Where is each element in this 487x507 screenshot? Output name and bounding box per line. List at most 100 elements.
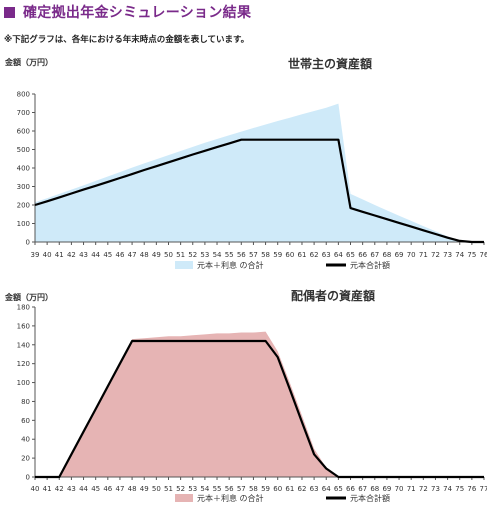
chart1-ytick-label: 500	[17, 146, 30, 154]
chart1-xtick-label: 51	[176, 251, 185, 259]
chart2-xtick-label: 68	[370, 485, 379, 493]
chart2-xtick-label: 45	[91, 485, 100, 493]
chart2-area-series	[35, 331, 484, 477]
chart1-ytick-label: 200	[17, 202, 30, 210]
chart1-xtick-label: 74	[455, 251, 464, 259]
chart2-ytick-label: 100	[17, 379, 30, 387]
chart1-xtick-label: 70	[407, 251, 416, 259]
chart1-xtick-label: 64	[334, 251, 343, 259]
chart1-xtick-label: 63	[322, 251, 331, 259]
page-title: 確定拠出年金シミュレーション結果	[23, 5, 252, 21]
chart2-xtick-label: 58	[249, 485, 258, 493]
chart1-xtick-label: 71	[419, 251, 428, 259]
chart2-xtick-label: 77	[480, 485, 487, 493]
header-square-icon	[4, 6, 15, 18]
chart2-xtick-label: 40	[31, 485, 40, 493]
chart1-xtick-label: 41	[55, 251, 64, 259]
chart2-xtick-label: 50	[152, 485, 161, 493]
chart2-ytick-label: 80	[21, 398, 30, 406]
chart1-legend-line-label: 元本合計額	[350, 260, 390, 270]
chart1-xtick-label: 62	[310, 251, 319, 259]
chart1-xtick-label: 52	[188, 251, 197, 259]
chart1-xtick-label: 66	[358, 251, 367, 259]
chart2-xtick-label: 66	[346, 485, 355, 493]
chart2-ytick-label: 160	[17, 322, 30, 330]
chart2-xtick-label: 73	[431, 485, 440, 493]
chart2-xtick-label: 69	[382, 485, 391, 493]
chart1-xtick-label: 76	[480, 251, 487, 259]
chart2-xtick-label: 43	[67, 485, 76, 493]
chart2-xtick-label: 76	[467, 485, 476, 493]
chart2-xtick-label: 52	[176, 485, 185, 493]
chart1-xtick-label: 39	[31, 251, 40, 259]
chart1-xtick-label: 53	[200, 251, 209, 259]
chart1-xtick-label: 68	[382, 251, 391, 259]
chart1-ytick-label: 600	[17, 128, 30, 136]
chart1-xtick-label: 49	[152, 251, 161, 259]
chart2-ylabel: 金額（万円）	[4, 292, 53, 302]
chart1-ylabel: 金額（万円）	[4, 57, 53, 67]
chart2-ytick-label: 0	[26, 474, 30, 482]
chart1-xtick-label: 65	[346, 251, 355, 259]
chart1-xtick-label: 73	[443, 251, 452, 259]
chart2-ytick-label: 180	[17, 304, 30, 312]
chart2-xtick-label: 75	[455, 485, 464, 493]
chart1-xtick-label: 45	[103, 251, 112, 259]
chart2-xtick-label: 41	[43, 485, 52, 493]
chart1-line-series	[34, 138, 484, 244]
chart1-xtick-label: 55	[225, 251, 234, 259]
chart1-ytick-label: 700	[17, 109, 30, 117]
chart2-xtick-label: 70	[395, 485, 404, 493]
chart2-xtick-label: 56	[225, 485, 234, 493]
chart1-area-series	[35, 103, 484, 242]
chart2-xtick-label: 57	[237, 485, 246, 493]
chart2-xtick-label: 53	[188, 485, 197, 493]
chart1-xtick-label: 44	[91, 251, 100, 259]
chart2-xtick-label: 59	[261, 485, 270, 493]
chart2-xtick-label: 60	[273, 485, 282, 493]
chart1-xtick-label: 40	[43, 251, 52, 259]
chart1-xtick-label: 58	[261, 251, 270, 259]
chart2-legend-area-label: 元本＋利息 の合計	[197, 493, 264, 503]
chart1-xtick-label: 69	[395, 251, 404, 259]
chart2-xtick-label: 64	[322, 485, 331, 493]
chart1-xtick-label: 54	[213, 251, 222, 259]
chart1-xtick-label: 46	[115, 251, 124, 259]
chart2-xtick-label: 61	[285, 485, 294, 493]
chart2-xtick-label: 72	[419, 485, 428, 493]
chart1-xtick-label: 59	[273, 251, 282, 259]
chart1-ytick-label: 400	[17, 165, 30, 173]
chart2-xtick-label: 48	[128, 485, 137, 493]
chart2-xtick-label: 74	[443, 485, 452, 493]
chart2-xtick-label: 46	[103, 485, 112, 493]
chart2-xtick-label: 51	[164, 485, 173, 493]
chart1-title: 世帯主の資産額	[288, 56, 372, 71]
chart2-xtick-label: 63	[310, 485, 319, 493]
chart1-xtick-label: 60	[285, 251, 294, 259]
chart2-xtick-label: 67	[358, 485, 367, 493]
chart1-ytick-label: 800	[17, 91, 30, 99]
page-header: 確定拠出年金シミュレーション結果	[4, 2, 251, 22]
chart2-xtick-label: 54	[200, 485, 209, 493]
chart1-xtick-label: 47	[128, 251, 137, 259]
chart1-xtick-label: 75	[467, 251, 476, 259]
chart1-xtick-label: 61	[298, 251, 307, 259]
chart1-xtick-label: 57	[249, 251, 258, 259]
chart2-xtick-label: 44	[79, 485, 88, 493]
chart2-ytick-label: 120	[17, 360, 30, 368]
chart2-ytick-label: 60	[21, 417, 30, 425]
chart1-ytick-label: 300	[17, 183, 30, 191]
chart1-xtick-label: 43	[79, 251, 88, 259]
chart1-xtick-label: 48	[140, 251, 149, 259]
chart2-xtick-label: 47	[115, 485, 124, 493]
chart2-xtick-label: 49	[140, 485, 149, 493]
chart1-ytick-label: 100	[17, 220, 30, 228]
chart2-xtick-label: 65	[334, 485, 343, 493]
chart2-ytick-label: 20	[21, 455, 30, 463]
chart2-ytick-label: 40	[21, 436, 30, 444]
chart2-legend-line-label: 元本合計額	[350, 493, 390, 503]
chart1-ytick-label: 0	[26, 239, 30, 247]
chart2-title: 配偶者の資産額	[291, 288, 375, 303]
chart1-xtick-label: 72	[431, 251, 440, 259]
